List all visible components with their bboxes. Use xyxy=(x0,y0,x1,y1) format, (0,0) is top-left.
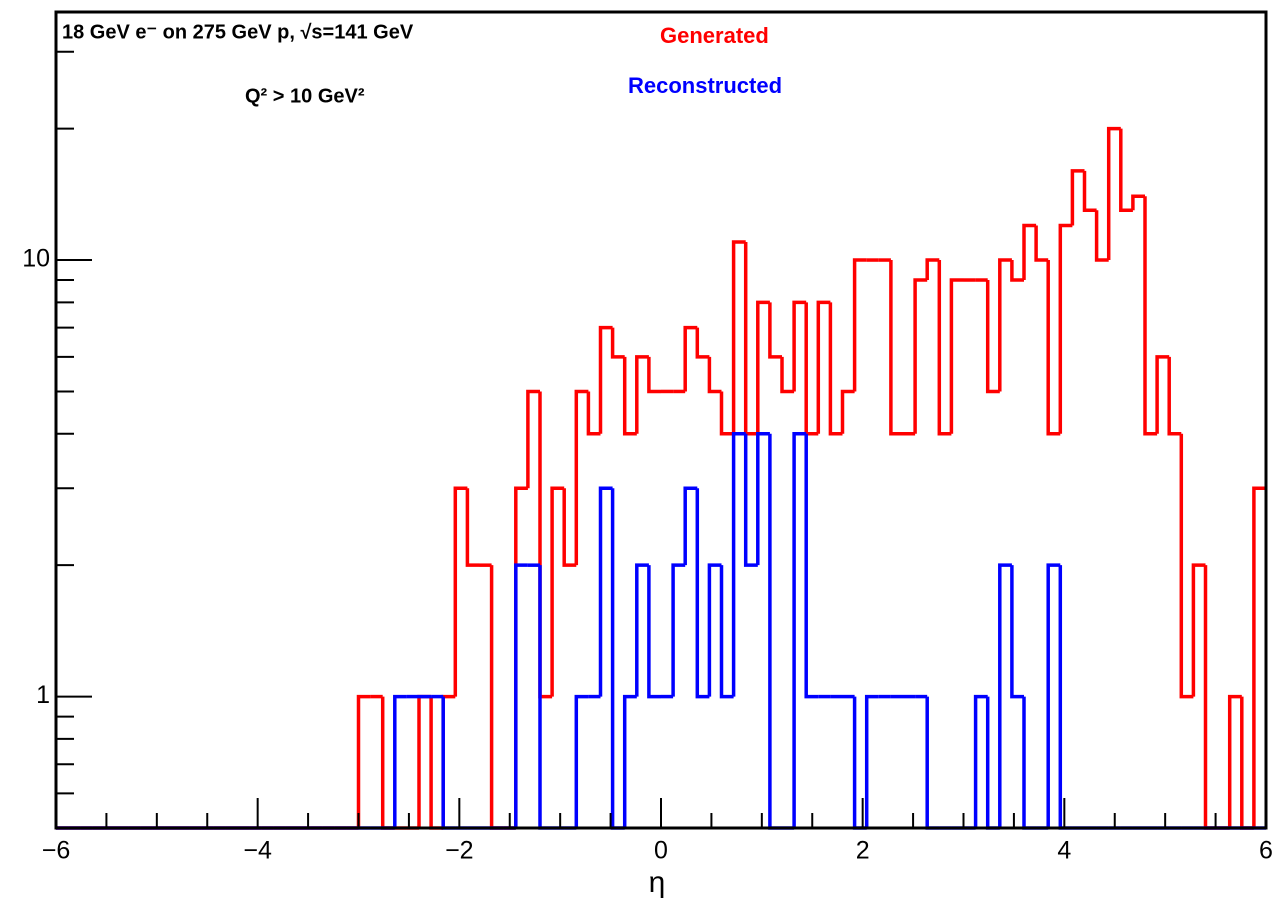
histogram-bin xyxy=(1082,170,1097,213)
histogram-bin xyxy=(671,563,686,697)
histogram-bin xyxy=(622,694,637,828)
histogram-bin xyxy=(1179,433,1194,699)
histogram-bin xyxy=(828,302,843,436)
histogram-bin xyxy=(635,563,649,697)
histogram-bin xyxy=(1046,260,1061,436)
histogram-bin xyxy=(465,488,480,567)
histogram-bin xyxy=(574,694,589,828)
histogram-bin xyxy=(1155,355,1170,434)
histogram-bin xyxy=(985,280,1000,394)
x-axis-label: η xyxy=(649,866,666,899)
histogram-bin xyxy=(719,565,734,699)
histogram-bin xyxy=(756,432,770,566)
histogram-bin xyxy=(731,432,746,697)
histogram-bin xyxy=(1034,225,1049,262)
histogram-bin xyxy=(864,694,879,828)
histogram-bin xyxy=(683,486,698,566)
histogram-bin xyxy=(550,486,565,697)
x-tick-label: 4 xyxy=(1057,837,1071,865)
histogram-bin xyxy=(852,258,867,392)
histogram-bin xyxy=(1143,196,1158,436)
histogram-bin xyxy=(526,389,540,489)
histogram-bin xyxy=(1191,563,1206,697)
x-tick-label: −2 xyxy=(445,837,474,865)
histogram-bin xyxy=(998,563,1012,828)
histogram-bin xyxy=(719,391,734,436)
x-tick-label: −4 xyxy=(243,837,272,865)
histogram-bin xyxy=(1106,126,1121,261)
y-tick-label: 1 xyxy=(36,681,50,709)
histogram-bin xyxy=(356,694,371,828)
legend-label: Reconstructed xyxy=(628,73,782,98)
histogram-bin xyxy=(780,356,795,394)
histogram-bin xyxy=(562,488,577,567)
x-tick-label: 0 xyxy=(654,837,668,865)
histogram-bin xyxy=(1227,694,1242,828)
histogram-bin xyxy=(586,391,601,436)
histogram-bin xyxy=(792,432,807,828)
histogram-bin xyxy=(1070,169,1085,226)
histogram-bin xyxy=(937,260,952,436)
histogram-bin xyxy=(925,258,940,281)
histogram-bin xyxy=(792,300,807,392)
histogram-bin xyxy=(695,327,710,359)
histogram-bin xyxy=(949,278,964,434)
histogram-bin xyxy=(683,325,698,392)
histogram-bin xyxy=(731,240,746,434)
legend-label: Generated xyxy=(660,23,769,48)
histogram-bin xyxy=(1119,128,1133,213)
histogram-bin xyxy=(1131,194,1145,211)
histogram-bin xyxy=(1010,565,1024,699)
histogram-bin xyxy=(622,356,637,436)
histogram-bin xyxy=(453,486,468,697)
x-tick-label: 2 xyxy=(856,837,870,865)
y-tick-label: 10 xyxy=(22,245,50,273)
histogram-bin xyxy=(707,356,722,394)
histogram-bin xyxy=(743,433,758,567)
histogram-bin xyxy=(768,302,782,359)
histogram-bin xyxy=(598,325,613,434)
x-tick-label: 6 xyxy=(1259,837,1273,865)
histogram-bin xyxy=(1167,356,1182,436)
histogram-bin xyxy=(695,488,710,699)
histogram-bin xyxy=(1022,223,1037,281)
histogram-bin xyxy=(804,433,819,699)
histogram-bin xyxy=(973,694,988,828)
histogram-bin xyxy=(756,300,770,434)
histogram-bin xyxy=(1058,223,1073,434)
histogram-bin xyxy=(647,356,661,394)
histogram-bin xyxy=(574,389,589,566)
histogram-bin xyxy=(1046,563,1061,828)
chart-title: 18 GeV e⁻ on 275 GeV p, √s=141 GeV xyxy=(62,21,414,43)
histogram-bin xyxy=(514,563,528,828)
histogram-bin xyxy=(816,300,831,434)
histogram-bin xyxy=(889,260,903,436)
histogram-bin xyxy=(840,389,855,434)
histogram-bin xyxy=(647,565,661,699)
histogram-bin xyxy=(998,258,1012,392)
histogram-bin xyxy=(610,327,625,359)
histogram-bin xyxy=(707,563,722,697)
histogram-bin xyxy=(635,355,649,434)
annotation: Q² > 10 GeV² xyxy=(245,85,365,107)
x-tick-label: −6 xyxy=(42,837,71,865)
histogram-bin xyxy=(1094,210,1109,262)
histogram-bin xyxy=(393,694,407,828)
histogram-bin xyxy=(1252,486,1266,828)
histogram-bin xyxy=(598,486,613,697)
histogram-bin xyxy=(1010,260,1024,282)
histogram-bin xyxy=(913,278,928,434)
